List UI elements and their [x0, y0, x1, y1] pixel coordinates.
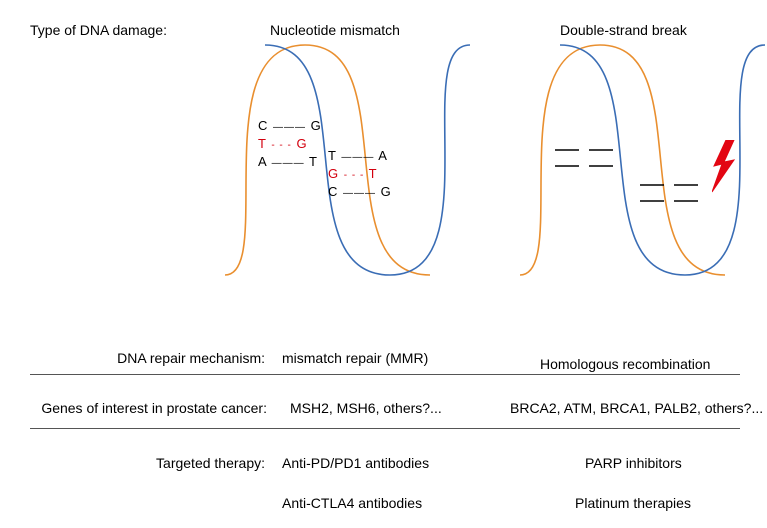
basepair: A ——— T [258, 154, 318, 169]
basepair: C ——— G [328, 184, 392, 199]
therapy-hr-2: Platinum therapies [575, 495, 691, 511]
therapy-mmr-1: Anti-PD/PD1 antibodies [282, 455, 429, 471]
rule-2 [30, 428, 740, 429]
basepair: G - - - T [328, 166, 378, 181]
lightning-icon [712, 140, 742, 195]
dsb-break-marks [0, 0, 767, 528]
genes-hr: BRCA2, ATM, BRCA1, PALB2, others?... [510, 400, 763, 416]
basepair: C ——— G [258, 118, 322, 133]
mismatch-repair-text: mismatch repair (MMR) [282, 350, 428, 366]
genes-mmr: MSH2, MSH6, others?... [290, 400, 442, 416]
repair-mechanism-label: DNA repair mechanism: [110, 350, 265, 366]
basepair: T ——— A [328, 148, 388, 163]
therapy-mmr-2: Anti-CTLA4 antibodies [282, 495, 422, 511]
rule-1 [30, 374, 740, 375]
basepair: T - - - G [258, 136, 308, 151]
homologous-recombination-text: Homologous recombination [540, 356, 710, 372]
therapy-hr-1: PARP inhibitors [585, 455, 682, 471]
therapy-label: Targeted therapy: [150, 455, 265, 471]
genes-label: Genes of interest in prostate cancer: [30, 400, 267, 416]
